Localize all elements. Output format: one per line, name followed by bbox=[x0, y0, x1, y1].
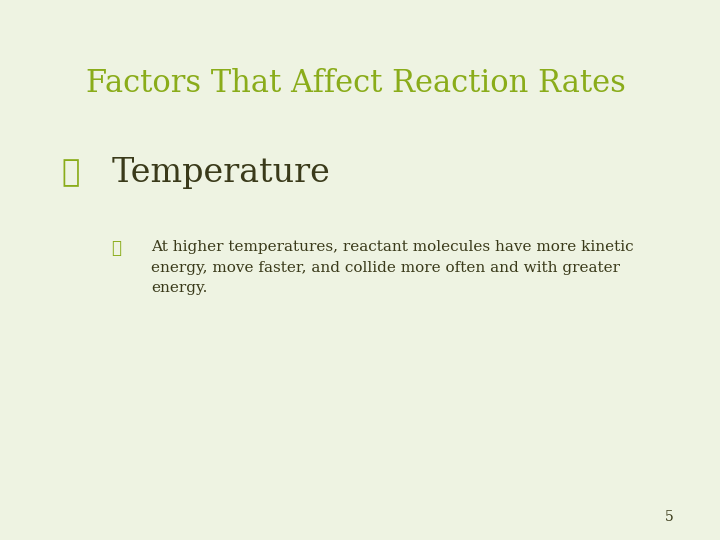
Text: Factors That Affect Reaction Rates: Factors That Affect Reaction Rates bbox=[86, 68, 626, 99]
Text: Temperature: Temperature bbox=[112, 157, 330, 189]
Text: ❦: ❦ bbox=[61, 157, 79, 188]
Text: ❦: ❦ bbox=[112, 240, 122, 257]
Text: At higher temperatures, reactant molecules have more kinetic
energy, move faster: At higher temperatures, reactant molecul… bbox=[151, 240, 634, 295]
Text: 5: 5 bbox=[665, 510, 674, 524]
